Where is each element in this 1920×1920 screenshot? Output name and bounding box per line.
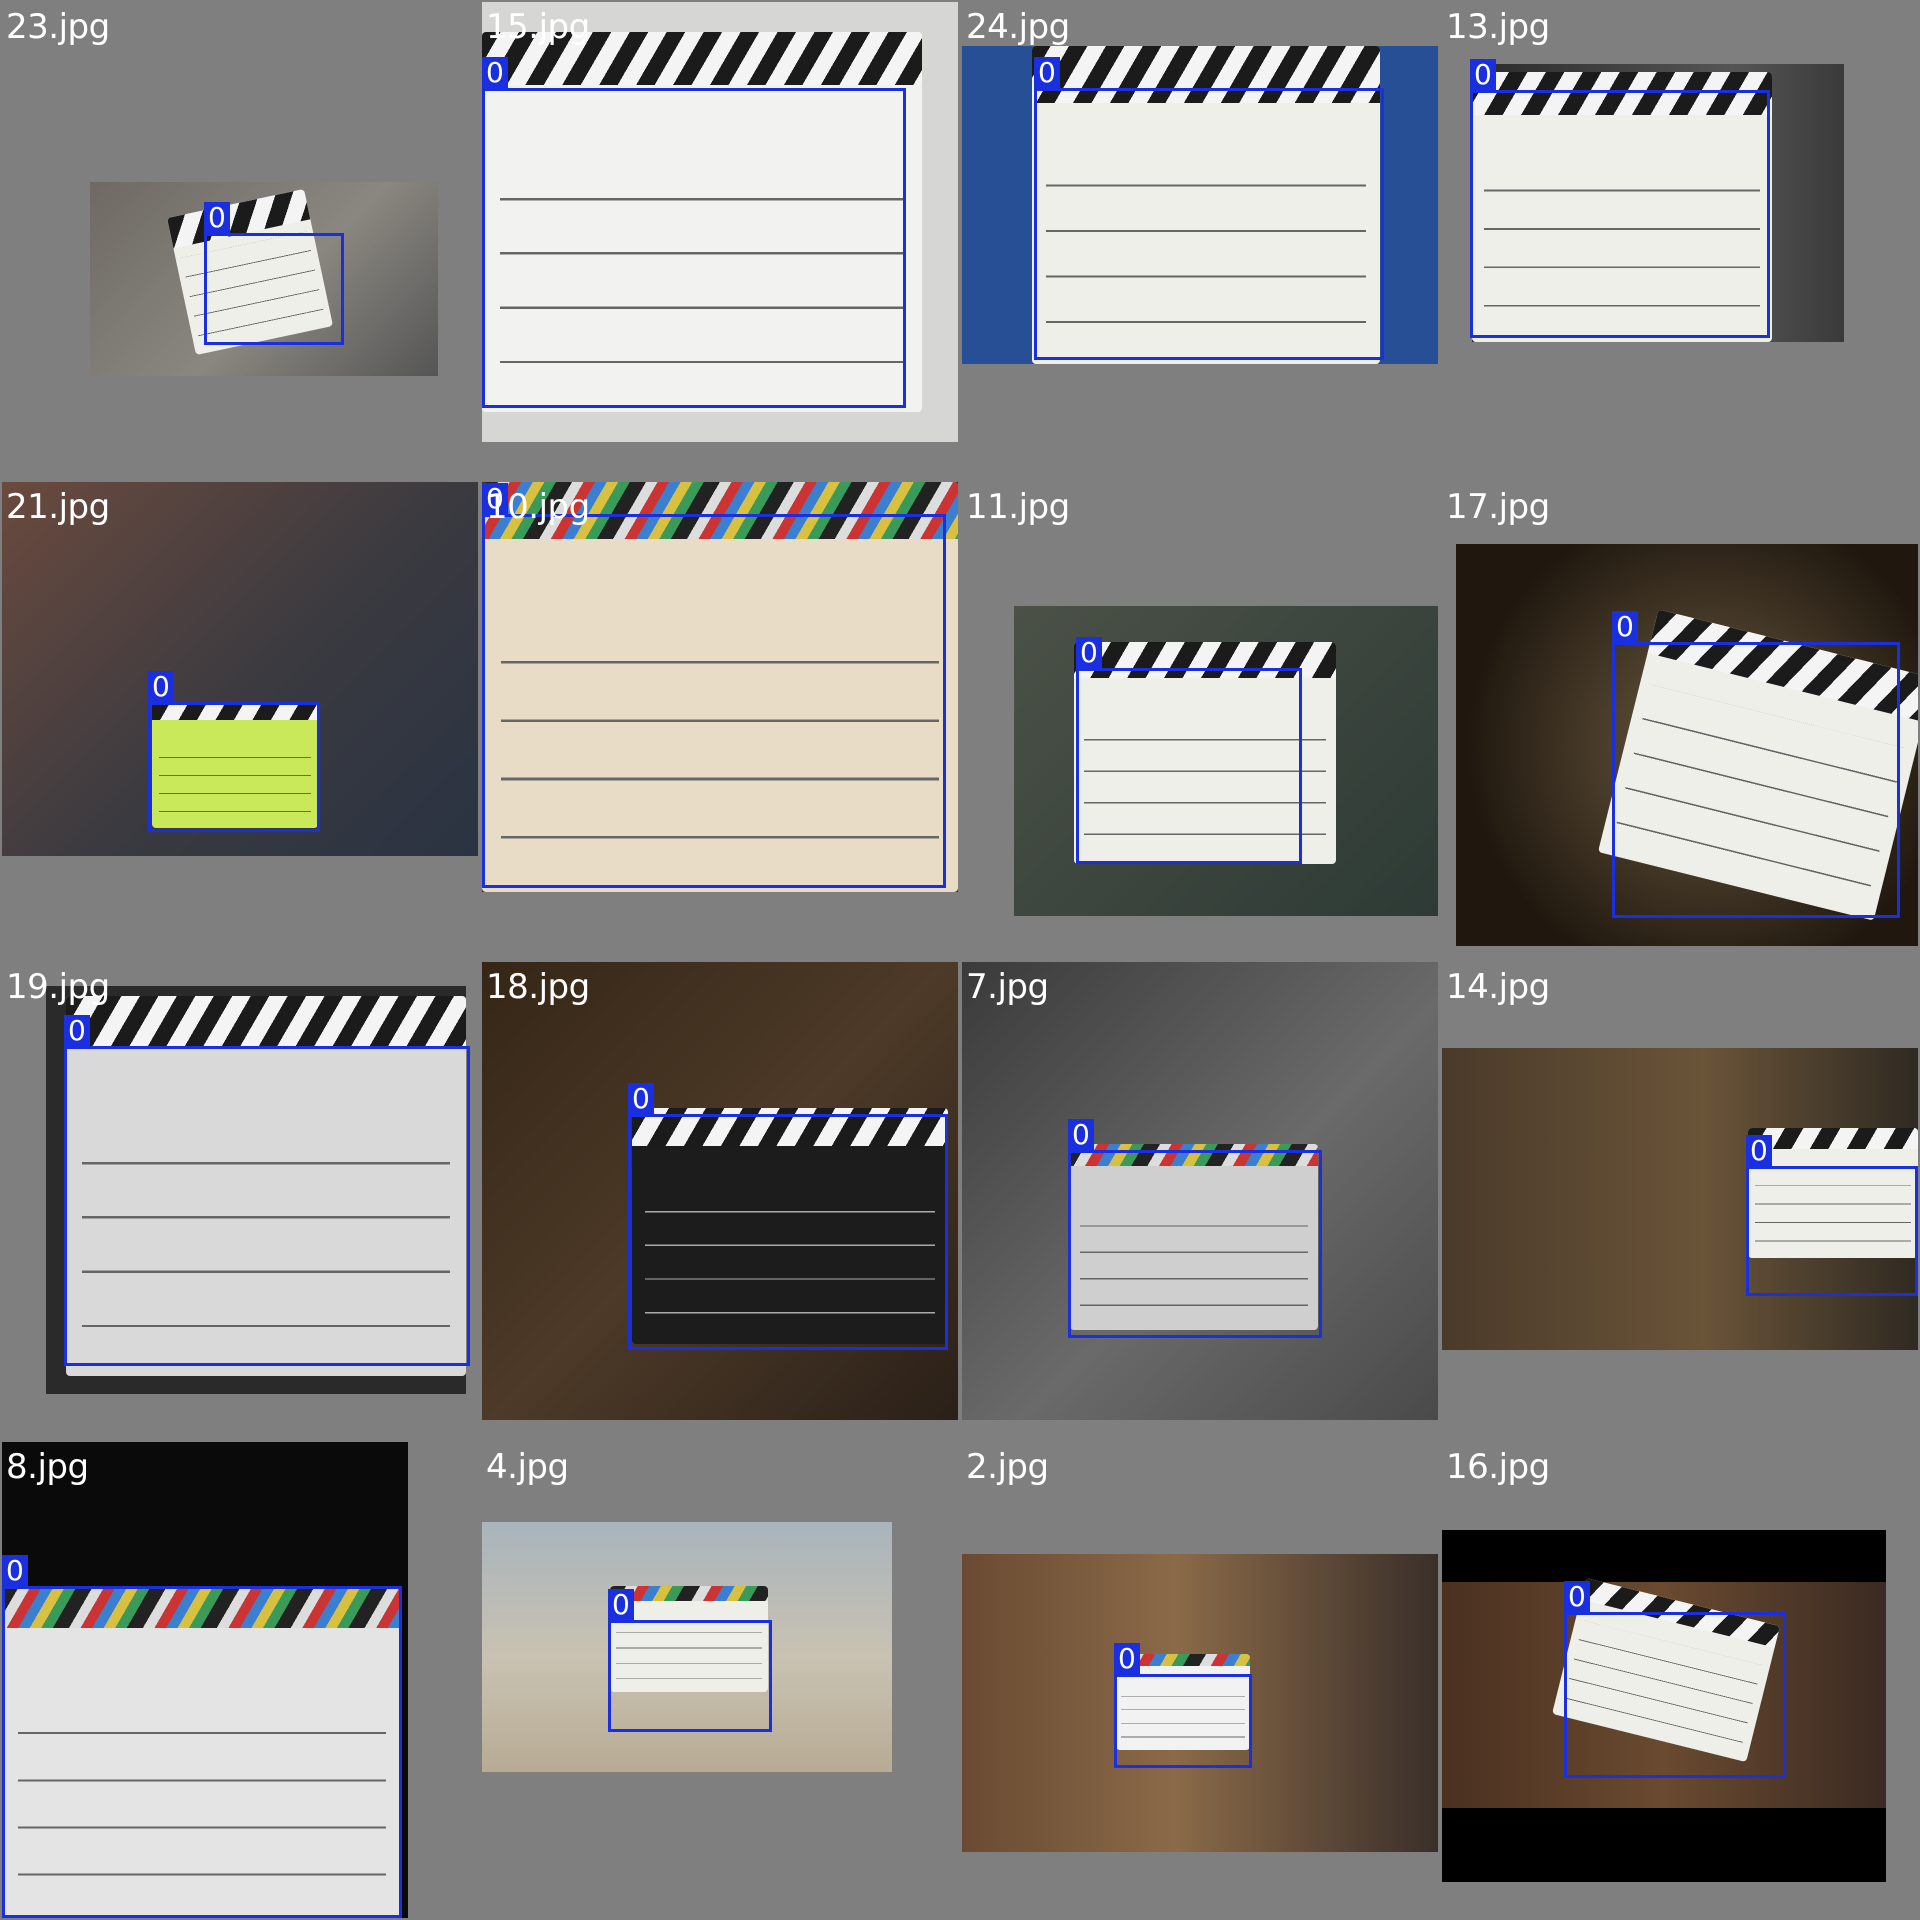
photo <box>46 986 466 1394</box>
grid-cell: 0 4.jpg <box>482 1442 958 1918</box>
clapperboard <box>1070 1144 1318 1330</box>
grid-cell: 0 7.jpg <box>962 962 1438 1438</box>
file-label: 8.jpg <box>6 1447 89 1487</box>
class-tag: 0 <box>1470 59 1496 91</box>
class-tag: 0 <box>1076 637 1102 669</box>
class-tag: 0 <box>1746 1135 1772 1167</box>
file-label: 23.jpg <box>6 7 110 47</box>
photo <box>482 2 958 442</box>
file-label: 16.jpg <box>1446 1447 1550 1487</box>
photo <box>482 482 958 892</box>
file-label: 24.jpg <box>966 7 1070 47</box>
photo <box>962 962 1438 1420</box>
file-label: 11.jpg <box>966 487 1070 527</box>
bounding-box: 0 <box>64 1015 470 1366</box>
file-label: 21.jpg <box>6 487 110 527</box>
bounding-box: 0 <box>1470 59 1770 338</box>
class-tag: 0 <box>628 1083 654 1115</box>
bounding-box: 0 <box>628 1083 948 1350</box>
class-tag: 0 <box>1068 1119 1094 1151</box>
class-tag: 0 <box>64 1015 90 1047</box>
photo <box>1472 64 1844 342</box>
class-tag: 0 <box>1612 611 1638 643</box>
grid-cell: 0 10.jpg <box>482 482 958 958</box>
class-tag: 0 <box>204 202 230 234</box>
file-label: 19.jpg <box>6 967 110 1007</box>
grid-cell: 0 24.jpg <box>962 2 1438 478</box>
clapperboard <box>1472 72 1772 342</box>
file-label: 10.jpg <box>486 487 590 527</box>
clapperboard <box>1032 46 1380 364</box>
grid-cell: 0 16.jpg <box>1442 1442 1918 1918</box>
clapperboard <box>66 996 466 1376</box>
grid-cell: 0 8.jpg <box>2 1442 478 1918</box>
class-tag: 0 <box>608 1589 634 1621</box>
class-tag: 0 <box>1034 57 1060 89</box>
class-tag: 0 <box>482 57 508 89</box>
photo <box>1442 1530 1886 1882</box>
clapperboard <box>2 1588 402 1918</box>
clapperboard <box>632 1108 948 1344</box>
file-label: 2.jpg <box>966 1447 1049 1487</box>
bounding-box: 0 <box>482 57 906 408</box>
clapperboard <box>1748 1128 1918 1258</box>
grid-cell: 0 11.jpg <box>962 482 1438 958</box>
file-label: 13.jpg <box>1446 7 1550 47</box>
bounding-box: 0 <box>1564 1581 1786 1778</box>
clapperboard <box>482 482 958 892</box>
clapperboard <box>152 702 318 828</box>
photo <box>2 482 478 856</box>
file-label: 4.jpg <box>486 1447 569 1487</box>
grid-cell: 0 17.jpg <box>1442 482 1918 958</box>
class-tag: 0 <box>482 483 508 515</box>
bounding-box: 0 <box>1612 611 1900 918</box>
grid-cell: 0 15.jpg <box>482 2 958 478</box>
clapperboard <box>1074 642 1336 864</box>
bounding-box: 0 <box>2 1555 402 1918</box>
file-label: 14.jpg <box>1446 967 1550 1007</box>
grid-cell: 0 18.jpg <box>482 962 958 1438</box>
bounding-box: 0 <box>1114 1643 1252 1768</box>
photo <box>1442 1048 1918 1350</box>
file-label: 15.jpg <box>486 7 590 47</box>
class-tag: 0 <box>1564 1581 1590 1613</box>
class-tag: 0 <box>2 1555 28 1587</box>
photo <box>1456 544 1918 946</box>
clapperboard <box>610 1586 768 1692</box>
clapperboard <box>482 32 922 412</box>
grid-cell: 0 23.jpg <box>2 2 478 478</box>
photo <box>962 46 1438 364</box>
bounding-box: 0 <box>148 671 320 832</box>
grid-cell: 0 14.jpg <box>1442 962 1918 1438</box>
bounding-box: 0 <box>1076 637 1302 864</box>
bounding-box: 0 <box>482 483 946 888</box>
grid-cell: 0 2.jpg <box>962 1442 1438 1918</box>
photo <box>2 1442 408 1918</box>
photo <box>482 962 958 1420</box>
file-label: 7.jpg <box>966 967 1049 1007</box>
class-tag: 0 <box>148 671 174 703</box>
class-tag: 0 <box>1114 1643 1140 1675</box>
grid-cell: 0 21.jpg <box>2 482 478 958</box>
file-label: 17.jpg <box>1446 487 1550 527</box>
bounding-box: 0 <box>1746 1135 1918 1296</box>
grid-cell: 0 19.jpg <box>2 962 478 1438</box>
file-label: 18.jpg <box>486 967 590 1007</box>
bounding-box: 0 <box>1034 57 1384 360</box>
bounding-box: 0 <box>204 202 344 345</box>
photo <box>1014 606 1438 916</box>
grid-cell: 0 13.jpg <box>1442 2 1918 478</box>
bounding-box: 0 <box>608 1589 772 1732</box>
bounding-box: 0 <box>1068 1119 1322 1338</box>
